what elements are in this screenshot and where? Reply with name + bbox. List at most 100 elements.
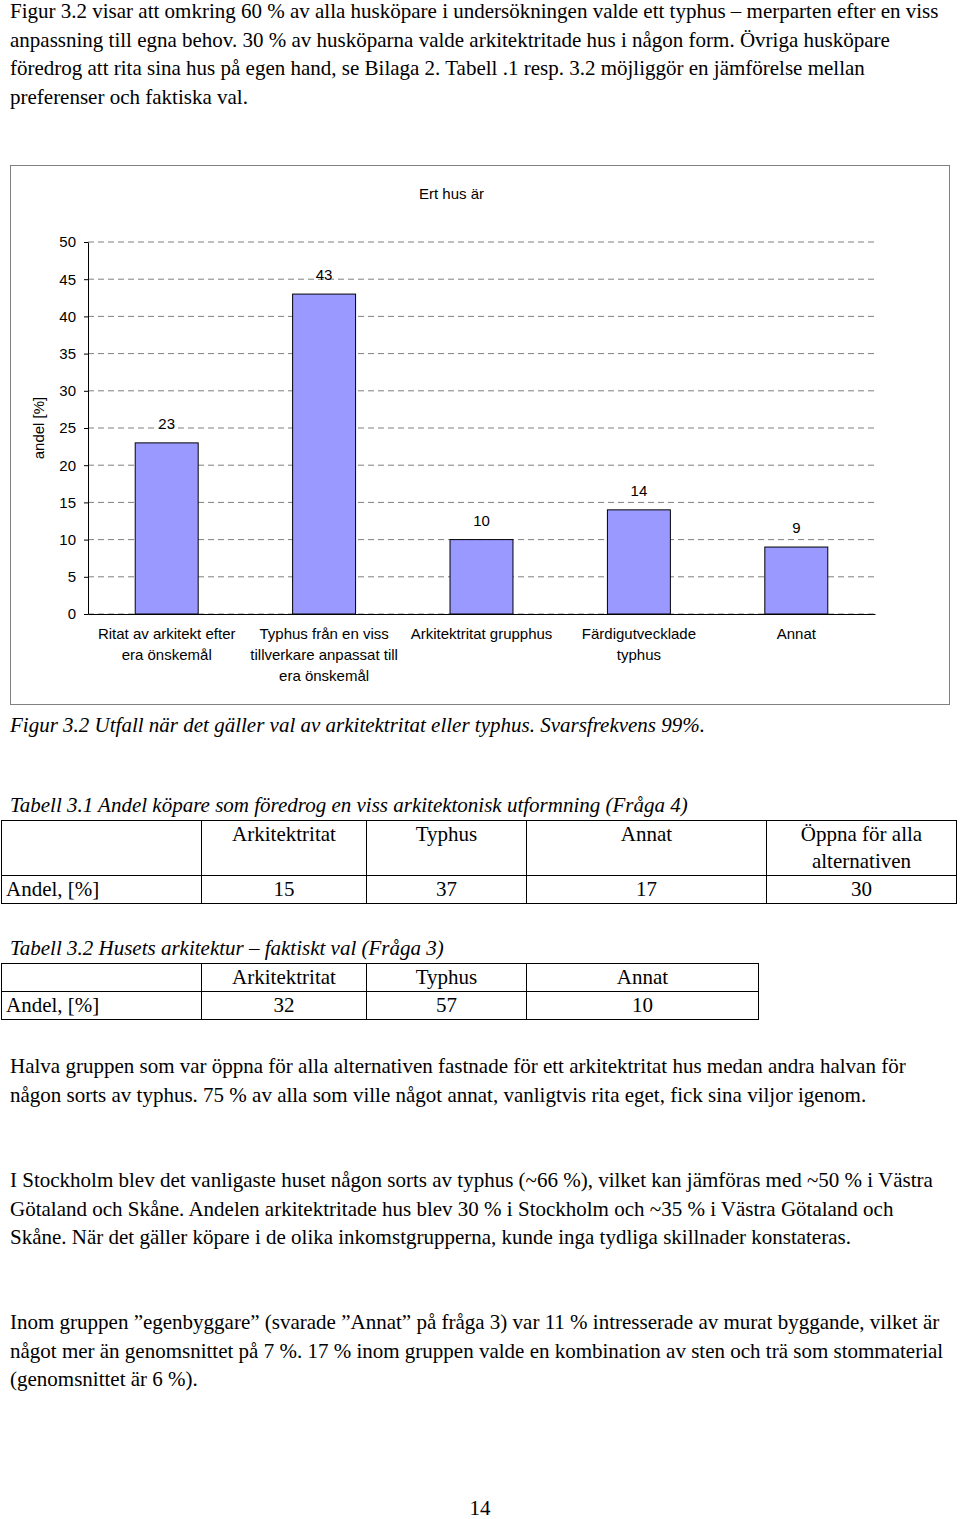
x-tick: Färdigutveckladetyphus [582, 625, 696, 663]
y-tick: 0 [68, 605, 88, 622]
y-tick-mark [84, 354, 88, 355]
y-axis-line [88, 243, 89, 615]
label-line: Ritat av arkitekt efter [98, 625, 236, 642]
x-axis: Ritat av arkitekt efterera önskemålTyphu… [89, 615, 876, 684]
grid-line [88, 502, 875, 503]
y-tick-label: 5 [68, 568, 76, 585]
header-cell: Arkitektritat [202, 821, 367, 876]
page-number: 14 [0, 1494, 960, 1519]
header-cell: Typhus [367, 821, 527, 876]
label-line: era önskemål [279, 667, 369, 684]
x-tick-label: Typhus från en visstillverkare anpassat … [250, 625, 398, 684]
data-label: 43 [316, 266, 333, 283]
corner-cell [2, 821, 202, 876]
caption: Figur 3.2 Utfall när det gäller val av a… [10, 711, 955, 740]
cell: 32 [202, 992, 367, 1020]
y-axis: 05101520253035404550 [59, 233, 88, 622]
y-axis-title: andel [%] [30, 397, 47, 460]
y-tick-mark [84, 540, 88, 541]
y-tick: 15 [59, 494, 88, 511]
grid-line [88, 279, 875, 280]
bar [135, 443, 198, 614]
paragraph: Inom gruppen ”egenbyggare” (svarade ”Ann… [10, 1308, 955, 1394]
label-line: Arkitektritat grupphus [411, 625, 553, 642]
bar [450, 540, 513, 614]
data-labels: 234310149 [158, 266, 800, 536]
chart-frame [11, 166, 950, 705]
x-tick: Annat [777, 625, 817, 642]
data-label: 23 [158, 415, 175, 432]
paragraph: I Stockholm blev det vanligaste huset nå… [10, 1166, 955, 1252]
label-line: Färdigutvecklade [582, 625, 696, 642]
header-cell: Annat [527, 964, 759, 992]
y-tick: 35 [59, 345, 88, 362]
y-tick: 45 [59, 271, 88, 288]
table-title: Tabell 3.1 Andel köpare som föredrog en … [10, 791, 955, 820]
y-tick-label: 10 [59, 531, 76, 548]
chart: 05101520253035404550Ritat av arkitekt ef… [10, 165, 950, 705]
paragraph: Figur 3.2 visar att omkring 60 % av alla… [10, 0, 955, 111]
y-tick-label: 30 [59, 382, 76, 399]
y-tick-label: 35 [59, 345, 76, 362]
table-title: Tabell 3.2 Husets arkitektur – faktiskt … [10, 934, 955, 963]
y-tick-mark [84, 316, 88, 317]
data-label: 9 [792, 519, 800, 536]
row: Andel, [%]15371730 [2, 876, 957, 904]
cell: 17 [527, 876, 767, 904]
x-axis-line [89, 614, 876, 615]
header-cell: Typhus [367, 964, 527, 992]
y-tick-mark [84, 391, 88, 392]
y-tick: 30 [59, 382, 88, 399]
x-tick: Ritat av arkitekt efter era önskemål [98, 625, 236, 663]
y-tick-label: 0 [68, 605, 76, 622]
data-label: 14 [631, 482, 648, 499]
y-tick: 10 [59, 531, 88, 548]
row-label: Andel, [%] [2, 992, 202, 1020]
grid-line [88, 465, 875, 466]
label-line: Annat [777, 625, 817, 642]
row: Andel, [%]325710 [2, 992, 759, 1020]
cell: 57 [367, 992, 527, 1020]
header-cell: Annat [527, 821, 767, 876]
cell: 15 [202, 876, 367, 904]
x-tick: Typhus från en visstillverkare anpassat … [250, 625, 398, 684]
header-row: ArkitektritatTyphusAnnat [2, 964, 759, 992]
row-label: Andel, [%] [2, 876, 202, 904]
label-line: era önskemål [122, 646, 212, 663]
y-tick-mark [84, 577, 88, 578]
y-tick: 20 [59, 457, 88, 474]
x-tick-label: Arkitektritat grupphus [411, 625, 553, 642]
y-tick-label: 40 [59, 308, 76, 325]
y-tick-mark [84, 502, 88, 503]
y-tick-mark [84, 242, 88, 243]
y-tick: 50 [59, 233, 88, 250]
chart-title: Ert hus är [419, 185, 484, 202]
label-line: tillverkare anpassat till [250, 646, 398, 663]
y-tick: 5 [68, 568, 88, 585]
y-tick-label: 45 [59, 271, 76, 288]
y-tick: 40 [59, 308, 88, 325]
y-tick-mark [84, 279, 88, 280]
y-tick-label: 15 [59, 494, 76, 511]
bar [765, 547, 828, 614]
header-cell: Öppna för alla alternativen [767, 821, 957, 876]
x-tick: Arkitektritat grupphus [411, 625, 553, 642]
x-tick-label: Annat [777, 625, 817, 642]
grid-line [88, 390, 875, 391]
paragraph: Halva gruppen som var öppna för alla alt… [10, 1052, 955, 1109]
bar [293, 294, 356, 614]
cell: 10 [527, 992, 759, 1020]
x-tick-label: Ritat av arkitekt efter era önskemål [98, 625, 236, 663]
grid-line [88, 428, 875, 429]
y-tick-label: 20 [59, 457, 76, 474]
corner-cell [2, 964, 202, 992]
y-tick-mark [84, 428, 88, 429]
x-tick-label: Färdigutveckladetyphus [582, 625, 696, 663]
table: ArkitektritatTyphusAnnatAndel, [%]325710 [1, 963, 759, 1020]
grid-line [88, 316, 875, 317]
header-row: ArkitektritatTyphusAnnatÖppna för alla a… [2, 821, 957, 876]
grid-line [88, 242, 875, 243]
table: ArkitektritatTyphusAnnatÖppna för alla a… [1, 820, 957, 904]
bars [135, 294, 828, 614]
grid-line [88, 353, 875, 354]
